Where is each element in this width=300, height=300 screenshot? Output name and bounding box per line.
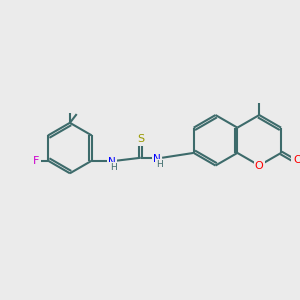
Text: O: O <box>255 160 264 170</box>
Text: N: N <box>108 157 116 166</box>
Text: H: H <box>156 160 163 169</box>
Text: H: H <box>110 163 117 172</box>
Text: N: N <box>153 154 161 164</box>
Text: O: O <box>293 155 300 165</box>
Text: F: F <box>33 156 40 166</box>
Text: S: S <box>137 134 144 144</box>
